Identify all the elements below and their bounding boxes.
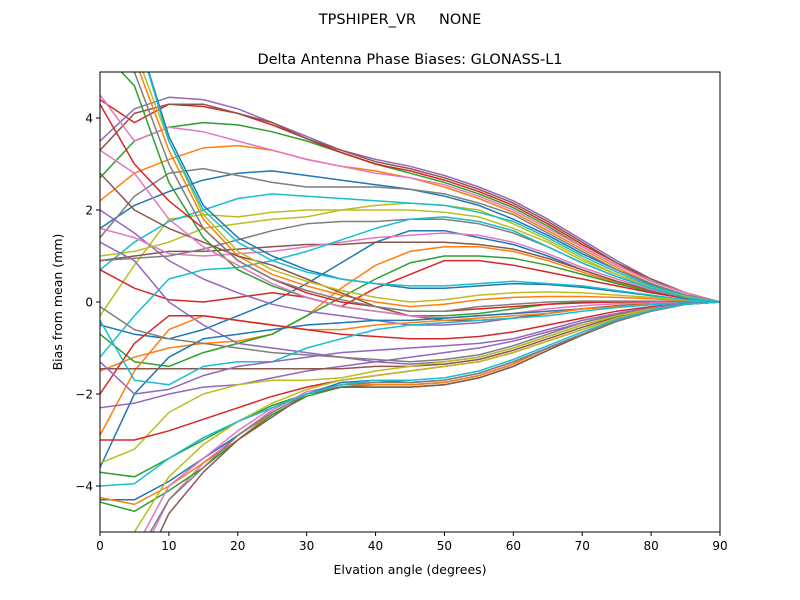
series-line-6 — [100, 103, 720, 303]
x-tick-label: 20 — [230, 539, 245, 553]
y-tick-label: 0 — [85, 296, 93, 310]
series-line-22 — [138, 72, 720, 308]
series-line-45 — [100, 301, 720, 395]
series-line-5 — [100, 96, 720, 303]
figure-suptitle: TPSHIPER_VR NONE — [318, 12, 482, 28]
x-tick-label: 40 — [368, 539, 383, 553]
series-line-39 — [100, 301, 720, 464]
series-line-49 — [133, 301, 720, 532]
series-line-8 — [100, 167, 720, 303]
series-line-43 — [100, 301, 720, 513]
x-tick-label: 30 — [299, 539, 314, 553]
x-tick-label: 90 — [712, 539, 727, 553]
series-line-7 — [100, 94, 720, 303]
x-tick-label: 10 — [161, 539, 176, 553]
series-line-30 — [147, 72, 720, 303]
series-line-38 — [100, 301, 720, 363]
series-lines — [100, 72, 720, 532]
series-line-16 — [100, 241, 720, 303]
series-line-50 — [100, 301, 720, 487]
series-line-34 — [100, 301, 720, 395]
series-line-40 — [100, 301, 720, 386]
y-tick-label: 2 — [85, 204, 93, 218]
x-axis-label: Elvation angle (degrees) — [333, 562, 486, 577]
series-line-37 — [151, 301, 720, 532]
series-line-48 — [149, 301, 720, 532]
y-tick-label: 4 — [85, 112, 93, 126]
series-line-28 — [133, 72, 720, 312]
x-tick-label: 0 — [96, 539, 104, 553]
series-line-29 — [142, 72, 720, 303]
y-tick-label: −2 — [75, 388, 93, 402]
y-axis-label: Bias from mean (mm) — [50, 234, 65, 371]
x-tick-label: 60 — [506, 539, 521, 553]
series-line-17 — [100, 227, 720, 303]
y-tick-label: −4 — [75, 480, 93, 494]
series-line-18 — [100, 218, 720, 303]
series-line-46 — [159, 301, 720, 532]
chart-title: Delta Antenna Phase Biases: GLONASS-L1 — [257, 52, 562, 68]
x-tick-label: 50 — [437, 539, 452, 553]
x-axis: 0 10 20 30 40 50 60 70 80 90 — [96, 532, 728, 553]
series-line-20 — [100, 216, 720, 358]
y-axis: −4 −2 0 2 4 — [75, 112, 100, 494]
series-line-27 — [100, 149, 720, 319]
x-tick-label: 70 — [575, 539, 590, 553]
series-line-21 — [147, 72, 720, 303]
series-line-47 — [143, 301, 720, 532]
series-line-13 — [100, 255, 720, 368]
series-line-14 — [100, 259, 720, 308]
x-tick-label: 80 — [643, 539, 658, 553]
